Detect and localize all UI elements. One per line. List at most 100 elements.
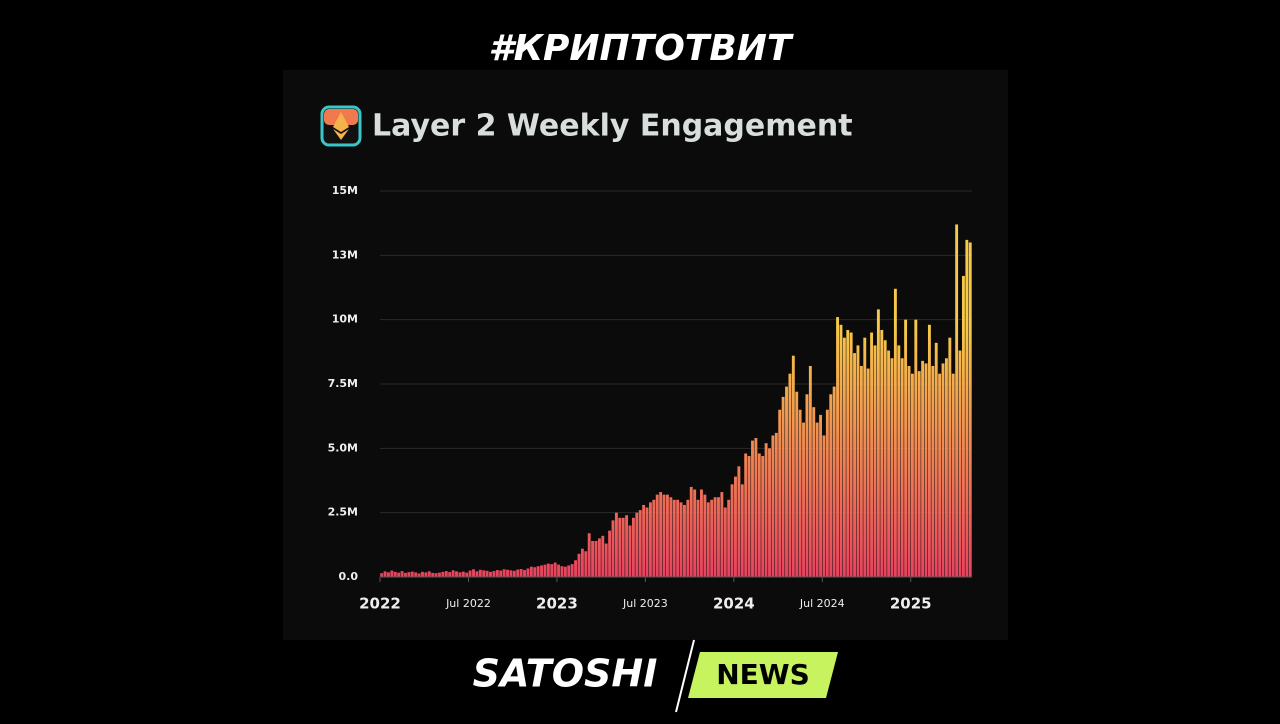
bar: [812, 407, 816, 577]
bar: [938, 373, 942, 577]
bar: [638, 510, 642, 577]
bar: [672, 499, 676, 577]
bar: [444, 571, 448, 577]
bar: [550, 564, 554, 577]
bar: [604, 543, 608, 577]
bar: [893, 288, 897, 577]
bar: [546, 563, 550, 577]
bar: [614, 512, 618, 577]
bar: [795, 391, 799, 577]
bar: [808, 365, 812, 577]
bar: [489, 571, 492, 577]
bar: [523, 570, 526, 577]
x-tick-label: Jul 2023: [622, 597, 668, 610]
bar: [683, 504, 686, 577]
bar: [512, 570, 516, 577]
bar: [819, 414, 822, 577]
bar: [645, 507, 649, 577]
bar: [689, 486, 693, 577]
bar: [951, 373, 955, 577]
bar: [509, 570, 513, 577]
bar: [533, 567, 537, 577]
bar: [914, 319, 918, 577]
bar: [652, 499, 656, 577]
bar: [849, 332, 853, 577]
bar: [648, 502, 652, 577]
bar: [434, 573, 438, 577]
bar: [543, 564, 547, 577]
bar: [465, 572, 469, 577]
bar: [557, 564, 561, 577]
bar: [781, 396, 785, 577]
bar: [540, 565, 543, 577]
bar: [815, 422, 819, 577]
bar: [499, 570, 503, 577]
bar: [839, 324, 843, 577]
y-tick-label: 15M: [332, 184, 358, 197]
bar: [958, 350, 962, 577]
bar: [842, 337, 846, 577]
bar: [502, 569, 506, 577]
bar: [931, 365, 935, 577]
bar: [907, 365, 911, 577]
bar: [621, 517, 625, 577]
bar: [751, 440, 754, 577]
bar: [887, 350, 891, 577]
bar: [458, 572, 462, 577]
bar: [662, 494, 666, 577]
y-tick-label: 7.5M: [328, 377, 358, 390]
bar: [495, 570, 499, 577]
bar: [706, 502, 710, 577]
bar: [478, 569, 482, 577]
bar: [968, 242, 972, 577]
bar: [774, 432, 778, 577]
bar: [727, 499, 731, 577]
bar: [393, 571, 397, 577]
bar: [438, 572, 441, 577]
bar: [771, 435, 775, 577]
bar: [608, 530, 612, 577]
bar: [856, 345, 860, 577]
bar: [431, 572, 435, 577]
x-tick-label: Jul 2024: [799, 597, 845, 610]
bar: [567, 565, 571, 577]
bar: [574, 560, 578, 577]
bar: [805, 394, 809, 577]
bar: [506, 569, 509, 577]
x-tick-label: Jul 2022: [445, 597, 491, 610]
bar: [591, 540, 595, 577]
bar: [713, 497, 717, 577]
bar: [553, 562, 557, 577]
bar: [526, 568, 530, 577]
bar: [717, 497, 720, 577]
bar: [910, 373, 914, 577]
brand: SATOSHI: [473, 652, 658, 696]
bar: [866, 368, 870, 577]
y-tick-label: 0.0: [339, 570, 359, 583]
bar: [529, 566, 533, 577]
tag: NEWS: [716, 658, 810, 691]
bar: [761, 456, 765, 577]
bar: [802, 422, 805, 577]
bar: [734, 476, 737, 577]
bar: [883, 340, 887, 577]
bar: [961, 275, 965, 577]
bar: [829, 394, 833, 577]
bar: [924, 363, 928, 577]
bar: [948, 337, 952, 577]
bar: [594, 540, 598, 577]
bar: [870, 332, 874, 577]
bar: [414, 572, 418, 577]
bar: [427, 571, 431, 577]
bar: [890, 358, 894, 577]
bar: [832, 386, 836, 577]
bar: [853, 353, 857, 577]
bar: [448, 572, 452, 577]
bar: [863, 337, 867, 577]
bar: [536, 566, 540, 577]
bar: [628, 525, 632, 577]
x-tick-label: 2022: [359, 595, 401, 613]
bar: [700, 489, 703, 577]
bar: [410, 571, 414, 577]
